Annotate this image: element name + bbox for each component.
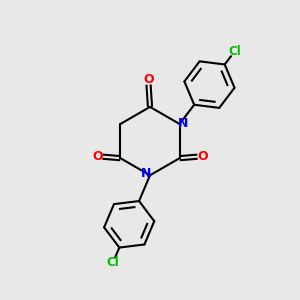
Text: Cl: Cl [106,256,119,269]
Text: O: O [143,73,154,86]
Text: N: N [178,118,188,130]
Text: O: O [92,150,103,163]
Text: Cl: Cl [228,45,241,58]
Text: N: N [141,167,152,180]
Text: O: O [197,150,208,163]
